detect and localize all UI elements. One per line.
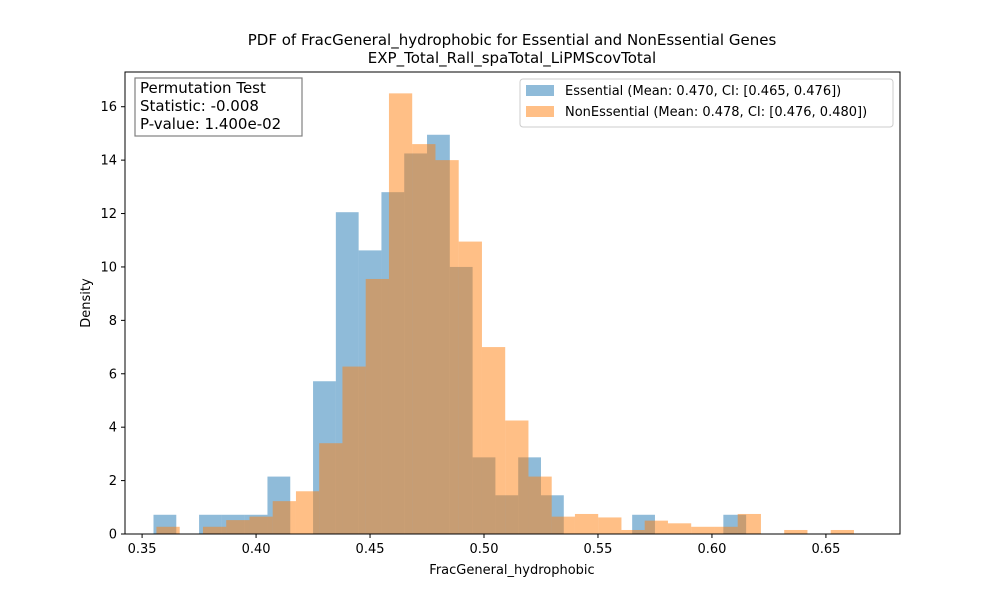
- nonessential-bar: [667, 523, 692, 534]
- y-tick-label: 16: [100, 100, 117, 115]
- x-tick-label: 0.55: [584, 542, 613, 557]
- nonessential-bar: [644, 520, 668, 534]
- nonessential-bar: [156, 526, 180, 534]
- chart-subtitle: EXP_Total_Rall_spaTotal_LiPMScovTotal: [368, 49, 656, 68]
- nonessential-bar: [830, 529, 854, 534]
- nonessential-bar: [481, 347, 506, 534]
- nonessential-bar: [714, 526, 738, 534]
- y-tick-label: 4: [109, 421, 117, 436]
- nonessential-bar: [342, 366, 366, 534]
- nonessential-bar: [319, 443, 343, 534]
- x-tick-label: 0.60: [697, 542, 726, 557]
- legend-label-nonessential: NonEssential (Mean: 0.478, CI: [0.476, 0…: [565, 105, 867, 120]
- nonessential-bar: [505, 420, 529, 534]
- nonessential-bar: [458, 241, 482, 534]
- annotation-line-test: Permutation Test: [140, 79, 266, 97]
- y-tick-label: 14: [100, 154, 117, 169]
- nonessential-bar: [598, 517, 622, 534]
- y-tick-label: 0: [109, 528, 117, 543]
- x-axis-ticks: 0.35 0.40 0.45 0.50 0.55 0.60 0.65: [128, 534, 840, 557]
- nonessential-bar: [691, 526, 715, 534]
- nonessential-bar: [435, 160, 459, 534]
- nonessential-bar: [365, 278, 389, 534]
- legend-frame: [519, 78, 894, 128]
- nonessential-bar: [295, 491, 320, 534]
- y-tick-label: 6: [109, 367, 117, 382]
- x-axis-label: FracGeneral_hydrophobic: [429, 563, 594, 578]
- nonessential-bars: [156, 93, 854, 534]
- legend-swatch-nonessential: [526, 106, 554, 117]
- legend: Essential (Mean: 0.470, CI: [0.465, 0.47…: [519, 78, 894, 128]
- y-axis-label: Density: [79, 278, 94, 328]
- nonessential-bar: [551, 516, 575, 534]
- nonessential-bar: [226, 520, 250, 534]
- nonessential-bar: [784, 529, 808, 534]
- x-tick-label: 0.35: [128, 542, 157, 557]
- annotation-box: [134, 77, 303, 137]
- x-tick-label: 0.40: [242, 542, 271, 557]
- nonessential-bar: [621, 529, 645, 534]
- annotation-line-statistic: Statistic: -0.008: [140, 97, 259, 115]
- nonessential-bar: [737, 513, 761, 534]
- nonessential-bar: [412, 144, 436, 534]
- legend-label-essential: Essential (Mean: 0.470, CI: [0.465, 0.47…: [565, 84, 841, 99]
- y-tick-label: 10: [100, 260, 117, 275]
- x-tick-label: 0.50: [470, 542, 499, 557]
- nonessential-bar: [272, 501, 296, 534]
- legend-swatch-essential: [526, 85, 554, 96]
- x-tick-label: 0.65: [811, 542, 840, 557]
- y-tick-label: 12: [100, 207, 117, 222]
- axes-frame: [124, 71, 901, 535]
- nonessential-bar: [388, 93, 413, 534]
- y-axis-ticks: 0 2 4 6 8 10 12 14 16: [100, 100, 125, 543]
- y-tick-label: 8: [109, 314, 117, 329]
- x-tick-label: 0.45: [356, 542, 385, 557]
- nonessential-bar: [574, 513, 599, 534]
- nonessential-bar: [249, 516, 273, 534]
- nonessential-bar: [202, 526, 227, 534]
- permutation-test-box: Permutation Test Statistic: -0.008 P-val…: [134, 77, 303, 137]
- y-tick-label: 2: [109, 474, 117, 489]
- chart-title: PDF of FracGeneral_hydrophobic for Essen…: [248, 31, 777, 50]
- nonessential-bar: [528, 476, 552, 534]
- annotation-line-pvalue: P-value: 1.400e-02: [140, 115, 281, 133]
